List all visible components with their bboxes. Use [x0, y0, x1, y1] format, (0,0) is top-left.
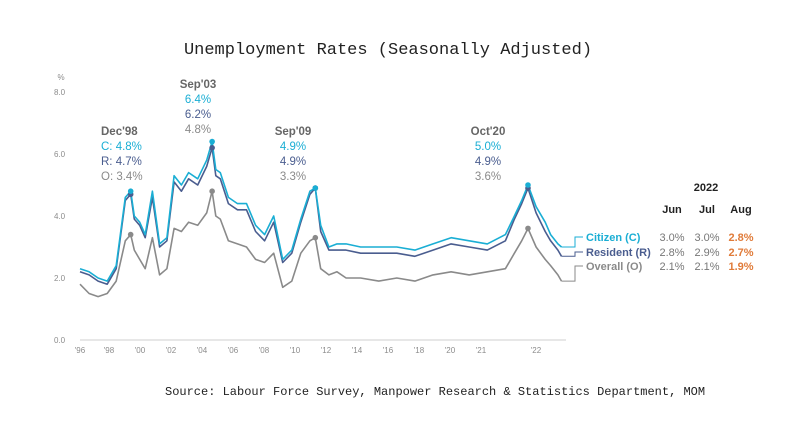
x-tick-label: '16	[383, 346, 394, 355]
table-cell: 2.8%	[659, 247, 684, 259]
table-cell: 1.9%	[728, 261, 753, 273]
x-tick-label: '02	[166, 346, 177, 355]
peak-marker	[312, 185, 319, 191]
x-tick-label: '18	[414, 346, 425, 355]
peak-marker	[209, 145, 215, 151]
peak-marker	[525, 182, 531, 188]
latest-values-table: 2022 Jun Jul Aug 3.0% 3.0% 2.8% 2.8% 2.9% 2.7% 2.1…	[659, 182, 753, 273]
peak-marker	[209, 188, 215, 194]
label-connector	[561, 265, 583, 282]
citizen-line	[79, 140, 563, 282]
resident-label: Resident (R)	[586, 247, 651, 259]
annotation-overall: 4.8%	[185, 124, 211, 136]
annotation-date: Oct'20	[471, 126, 506, 138]
annotation-citizen: 5.0%	[475, 141, 501, 153]
x-tick-label: '10	[290, 346, 301, 355]
annotation-citizen: C: 4.8%	[101, 141, 142, 153]
table-cell: 3.0%	[659, 232, 684, 244]
annotation-resident: R: 4.7%	[101, 156, 142, 168]
table-year: 2022	[694, 182, 718, 194]
y-tick-label: 6.0	[54, 150, 66, 159]
citizen-label: Citizen (C)	[586, 232, 641, 244]
y-tick-label: 4.0	[54, 212, 66, 221]
y-ticks: 0.0 2.0 4.0 6.0 8.0	[54, 88, 66, 345]
x-tick-label: '98	[104, 346, 115, 355]
x-tick-label: '00	[135, 346, 146, 355]
source-note: Source: Labour Force Survey, Manpower Re…	[165, 385, 705, 399]
annotation-overall: 3.6%	[475, 171, 501, 183]
label-connector	[561, 251, 583, 257]
peak-marker	[525, 225, 531, 232]
overall-label: Overall (O)	[586, 261, 643, 273]
table-cell: 2.7%	[728, 247, 753, 259]
table-month: Aug	[730, 204, 751, 216]
peak-marker	[312, 234, 319, 241]
label-connector	[561, 236, 583, 248]
y-tick-label: 0.0	[54, 336, 66, 345]
x-tick-label: '21	[476, 346, 487, 355]
table-cell: 3.0%	[694, 232, 719, 244]
annotation-citizen: 4.9%	[280, 141, 306, 153]
series-lines	[79, 140, 563, 298]
x-tick-label: '04	[197, 346, 208, 355]
chart-title: Unemployment Rates (Seasonally Adjusted)	[184, 41, 592, 60]
peak-markers	[127, 138, 531, 241]
x-tick-label: '22	[531, 346, 542, 355]
y-tick-label: 8.0	[54, 88, 66, 97]
x-tick-label: '08	[259, 346, 270, 355]
peak-marker	[127, 231, 134, 238]
annotation-date: Dec'98	[101, 126, 138, 138]
annotation-date: Sep'09	[275, 126, 312, 138]
x-tick-label: '20	[445, 346, 456, 355]
table-cell: 2.8%	[728, 232, 753, 244]
annotation-date: Sep'03	[180, 79, 217, 91]
annotation-citizen: 6.4%	[185, 94, 211, 106]
table-cell: 2.9%	[694, 247, 719, 259]
y-axis-unit: %	[57, 73, 64, 82]
overall-line	[79, 190, 563, 298]
resident-line	[79, 147, 563, 286]
x-ticks: '96 '98 '00 '02 '04 '06 '08 '10 '12 '14 '16 '18 '20 '…	[75, 346, 542, 355]
annotation-resident: 4.9%	[280, 156, 306, 168]
x-tick-label: '14	[352, 346, 363, 355]
x-tick-label: '96	[75, 346, 86, 355]
table-cell: 2.1%	[659, 261, 684, 273]
annotation-resident: 4.9%	[475, 156, 501, 168]
table-month: Jun	[662, 204, 682, 216]
annotation-overall: 3.3%	[280, 171, 306, 183]
table-month: Jul	[699, 204, 715, 216]
table-cell: 2.1%	[694, 261, 719, 273]
end-labels: Citizen (C) Resident (R) Overall (O)	[561, 232, 651, 282]
x-tick-label: '12	[321, 346, 332, 355]
peak-annotations: Dec'98 C: 4.8% R: 4.7% O: 3.4% Sep'03 6.4% 6.2…	[101, 79, 505, 183]
peak-marker	[209, 138, 215, 145]
x-tick-label: '06	[228, 346, 239, 355]
y-tick-label: 2.0	[54, 274, 66, 283]
peak-marker	[127, 188, 134, 194]
annotation-overall: O: 3.4%	[101, 171, 143, 183]
annotation-resident: 6.2%	[185, 109, 211, 121]
